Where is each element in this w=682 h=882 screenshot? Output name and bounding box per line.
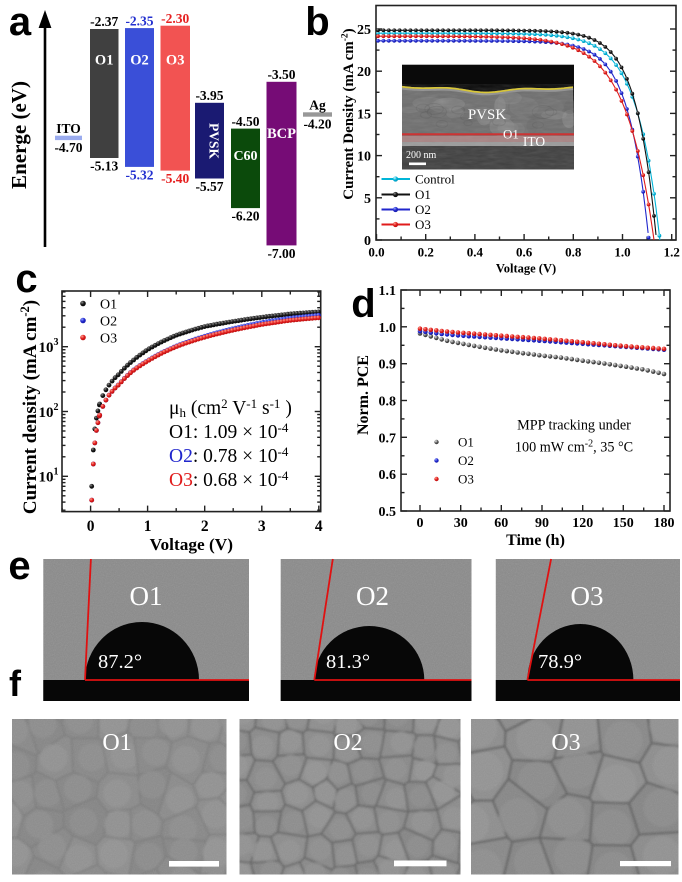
svg-text:1: 1 — [144, 518, 152, 535]
svg-text:200 nm: 200 nm — [406, 150, 437, 161]
svg-text:0.0: 0.0 — [368, 245, 384, 260]
svg-text:87.2°: 87.2° — [98, 651, 142, 673]
svg-text:0: 0 — [87, 518, 95, 535]
svg-text:O3: O3 — [166, 53, 185, 69]
svg-text:0: 0 — [417, 516, 424, 531]
svg-text:O1: O1 — [415, 187, 431, 202]
svg-text:O3: 0.68 × 10-4: O3: 0.68 × 10-4 — [169, 468, 289, 491]
svg-text:0: 0 — [364, 234, 371, 249]
svg-text:0.7: 0.7 — [379, 431, 397, 446]
svg-text:PVSK: PVSK — [468, 107, 507, 123]
svg-text:O3: O3 — [415, 217, 431, 232]
svg-text:b: b — [305, 0, 329, 44]
svg-text:-2.35: -2.35 — [125, 13, 153, 28]
svg-text:2: 2 — [201, 518, 209, 535]
svg-text:0.9: 0.9 — [379, 358, 397, 373]
svg-text:Voltage (V): Voltage (V) — [150, 535, 233, 554]
svg-text:O3: O3 — [551, 730, 580, 756]
svg-text:Control: Control — [415, 172, 455, 187]
svg-text:3: 3 — [258, 518, 266, 535]
svg-text:1.0: 1.0 — [614, 245, 630, 260]
svg-text:0.6: 0.6 — [379, 468, 397, 483]
svg-text:-3.50: -3.50 — [267, 67, 295, 82]
svg-text:0.8: 0.8 — [379, 395, 397, 410]
svg-text:100 mW cm-2, 35 °C: 100 mW cm-2, 35 °C — [515, 439, 633, 456]
svg-text:-7.00: -7.00 — [267, 246, 295, 261]
svg-text:180: 180 — [654, 516, 675, 531]
svg-text:-4.50: -4.50 — [231, 114, 259, 129]
svg-text:1.1: 1.1 — [379, 284, 397, 299]
svg-text:O1: O1 — [130, 581, 163, 611]
svg-text:5: 5 — [364, 192, 371, 207]
svg-text:O1: O1 — [100, 298, 117, 313]
svg-text:O2: O2 — [458, 453, 474, 468]
svg-text:0.2: 0.2 — [418, 245, 434, 260]
svg-text:ITO: ITO — [56, 121, 81, 136]
svg-text:-2.37: -2.37 — [90, 14, 118, 29]
svg-text:BCP: BCP — [267, 126, 296, 142]
svg-text:150: 150 — [613, 516, 634, 531]
svg-text:a: a — [9, 0, 32, 44]
svg-text:MPP tracking under: MPP tracking under — [517, 418, 631, 434]
svg-text:d: d — [351, 282, 375, 326]
svg-text:0.8: 0.8 — [565, 245, 582, 260]
svg-text:O2: O2 — [100, 315, 117, 330]
svg-text:0.4: 0.4 — [467, 245, 484, 260]
svg-text:Current Density (mA cm-2): Current Density (mA cm-2) — [341, 28, 358, 199]
svg-text:O2: O2 — [130, 53, 149, 69]
svg-text:C60: C60 — [233, 149, 257, 164]
svg-text:120: 120 — [572, 516, 593, 531]
svg-text:102: 102 — [39, 402, 59, 421]
svg-text:-5.13: -5.13 — [90, 159, 118, 174]
svg-text:103: 103 — [39, 337, 59, 356]
svg-text:O3: O3 — [571, 581, 604, 611]
svg-text:4: 4 — [315, 518, 323, 535]
svg-text:e: e — [8, 544, 30, 588]
svg-text:O2: O2 — [356, 581, 389, 611]
svg-text:1.2: 1.2 — [664, 245, 680, 260]
svg-text:-5.57: -5.57 — [195, 179, 223, 194]
svg-text:O2: O2 — [333, 730, 362, 756]
svg-text:-2.30: -2.30 — [161, 11, 189, 26]
svg-text:1.0: 1.0 — [379, 321, 397, 336]
svg-text:81.3°: 81.3° — [326, 651, 370, 673]
svg-text:15: 15 — [357, 107, 371, 122]
svg-text:Norm. PCE: Norm. PCE — [355, 355, 372, 435]
svg-text:O1: O1 — [102, 730, 131, 756]
svg-text:O1: 1.09 × 10-4: O1: 1.09 × 10-4 — [169, 420, 289, 443]
svg-text:PVSK: PVSK — [207, 123, 222, 160]
svg-text:O3: O3 — [100, 332, 117, 347]
svg-text:Ag: Ag — [309, 98, 326, 113]
svg-text:-6.20: -6.20 — [231, 209, 259, 224]
svg-text:20: 20 — [357, 65, 371, 80]
svg-text:ITO: ITO — [523, 134, 545, 149]
svg-text:-3.95: -3.95 — [195, 88, 223, 103]
svg-text:30: 30 — [454, 516, 468, 531]
svg-text:Voltage (V): Voltage (V) — [496, 262, 556, 276]
svg-text:Current density (mA cm-2): Current density (mA cm-2) — [18, 300, 41, 514]
svg-text:μh (cm2 V-1 s-1 ): μh (cm2 V-1 s-1 ) — [169, 396, 292, 420]
svg-text:0.5: 0.5 — [379, 505, 397, 520]
svg-text:Time (h): Time (h) — [506, 532, 565, 549]
svg-text:O3: O3 — [458, 472, 474, 487]
svg-text:-4.70: -4.70 — [54, 140, 82, 155]
svg-text:-5.40: -5.40 — [161, 171, 189, 186]
svg-text:90: 90 — [535, 516, 549, 531]
svg-text:O1: O1 — [95, 53, 114, 69]
svg-text:Energe (eV): Energe (eV) — [7, 81, 31, 189]
svg-text:0.6: 0.6 — [516, 245, 533, 260]
svg-text:10: 10 — [357, 150, 371, 165]
svg-text:O1: O1 — [503, 127, 519, 142]
svg-text:25: 25 — [357, 23, 371, 38]
svg-text:-5.32: -5.32 — [125, 167, 153, 182]
svg-text:O2: 0.78 × 10-4: O2: 0.78 × 10-4 — [169, 444, 289, 467]
svg-text:60: 60 — [494, 516, 508, 531]
svg-text:78.9°: 78.9° — [538, 651, 582, 673]
svg-text:101: 101 — [39, 467, 59, 486]
svg-text:O2: O2 — [415, 202, 431, 217]
svg-text:f: f — [9, 663, 22, 704]
svg-text:-4.20: -4.20 — [303, 117, 331, 132]
svg-text:O1: O1 — [458, 435, 474, 450]
svg-text:c: c — [15, 257, 37, 301]
